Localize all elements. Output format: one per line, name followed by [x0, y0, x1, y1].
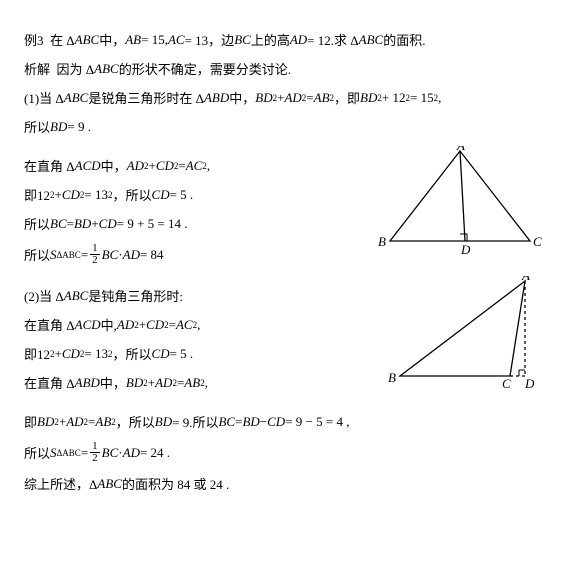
block-obtuse: (2)当 ΔABC 是钝角三角形时: 在直角 ΔACD中, AD2 + CD2 …: [24, 276, 550, 402]
figure-acute-triangle: A B C D: [375, 146, 550, 261]
line-4: 所以 BD = 9 .: [24, 117, 550, 136]
line-8: 所以 SΔABC = 12 BC · AD = 84: [24, 243, 363, 266]
fraction-half: 12: [90, 441, 100, 464]
line-12: 在直角 ΔABD 中， BD2 + AD2 = AB2 ,: [24, 373, 373, 392]
line-11: 即122 + CD2 = 132，所以 CD = 5 .: [24, 344, 373, 363]
svg-text:D: D: [524, 376, 535, 391]
fraction-half: 12: [90, 243, 100, 266]
line-15: 综上所述，ΔABC 的面积为 84 或 24 .: [24, 474, 550, 493]
example-line-1: 例3 在 ΔABC 中， AB = 15, AC = 13， 边 BC 上的高 …: [24, 30, 550, 49]
svg-text:A: A: [456, 146, 465, 153]
label-example: 例3: [24, 30, 44, 49]
svg-text:B: B: [388, 370, 396, 385]
figure-obtuse-triangle: A B C D: [385, 276, 550, 396]
solution-line-2: 析解 因为 ΔABC 的形状不确定，需要分类讨论.: [24, 59, 550, 78]
svg-text:D: D: [460, 242, 471, 257]
svg-text:C: C: [533, 234, 542, 249]
svg-text:A: A: [521, 276, 530, 283]
case1-line-3: (1)当 ΔABC 是锐角三角形时在 ΔABD 中， BD2 + AD2 = A…: [24, 88, 550, 107]
block-acute: 在直角 ΔACD中， AD2 + CD2 = AC2 , 即122 + CD2 …: [24, 146, 550, 276]
label-solution: 析解: [24, 59, 50, 78]
line-5: 在直角 ΔACD中， AD2 + CD2 = AC2 ,: [24, 156, 363, 175]
line-14: 所以 SΔABC = 12 BC · AD = 24 .: [24, 441, 550, 464]
line-6: 即122 + CD2 = 132，所以 CD = 5 .: [24, 185, 363, 204]
svg-text:C: C: [502, 376, 511, 391]
line-10: 在直角 ΔACD中, AD2 + CD2 = AC2 ,: [24, 315, 373, 334]
svg-text:B: B: [378, 234, 386, 249]
line-9: (2)当 ΔABC 是钝角三角形时:: [24, 286, 373, 305]
line-13: 即 BD2 + AD2 = AB2，所以 BD = 9.所以 BC = BD −…: [24, 412, 550, 431]
line-7: 所以 BC = BD + CD = 9 + 5 = 14 .: [24, 214, 363, 233]
